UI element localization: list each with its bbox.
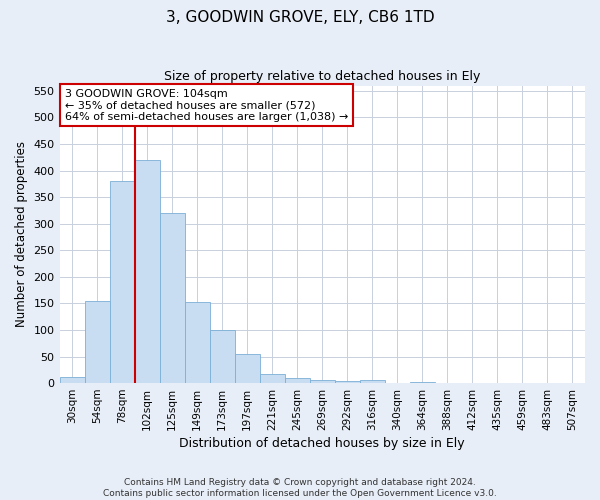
Y-axis label: Number of detached properties: Number of detached properties xyxy=(15,142,28,328)
Bar xyxy=(235,354,260,383)
Bar xyxy=(134,160,160,383)
Text: 3 GOODWIN GROVE: 104sqm
← 35% of detached houses are smaller (572)
64% of semi-d: 3 GOODWIN GROVE: 104sqm ← 35% of detache… xyxy=(65,88,348,122)
Bar xyxy=(285,378,310,383)
Text: 3, GOODWIN GROVE, ELY, CB6 1TD: 3, GOODWIN GROVE, ELY, CB6 1TD xyxy=(166,10,434,25)
Bar xyxy=(560,382,585,383)
Bar xyxy=(185,302,209,383)
Bar xyxy=(310,380,335,383)
Bar xyxy=(510,382,535,383)
Bar xyxy=(460,382,485,383)
Bar xyxy=(410,382,435,383)
Title: Size of property relative to detached houses in Ely: Size of property relative to detached ho… xyxy=(164,70,481,83)
Text: Contains HM Land Registry data © Crown copyright and database right 2024.
Contai: Contains HM Land Registry data © Crown c… xyxy=(103,478,497,498)
Bar xyxy=(160,213,185,383)
Bar xyxy=(360,380,385,383)
Bar xyxy=(260,374,285,383)
Bar xyxy=(59,376,85,383)
Bar xyxy=(85,300,110,383)
X-axis label: Distribution of detached houses by size in Ely: Distribution of detached houses by size … xyxy=(179,437,465,450)
Bar xyxy=(209,330,235,383)
Bar xyxy=(335,382,360,383)
Bar xyxy=(110,181,134,383)
Bar xyxy=(385,382,410,383)
